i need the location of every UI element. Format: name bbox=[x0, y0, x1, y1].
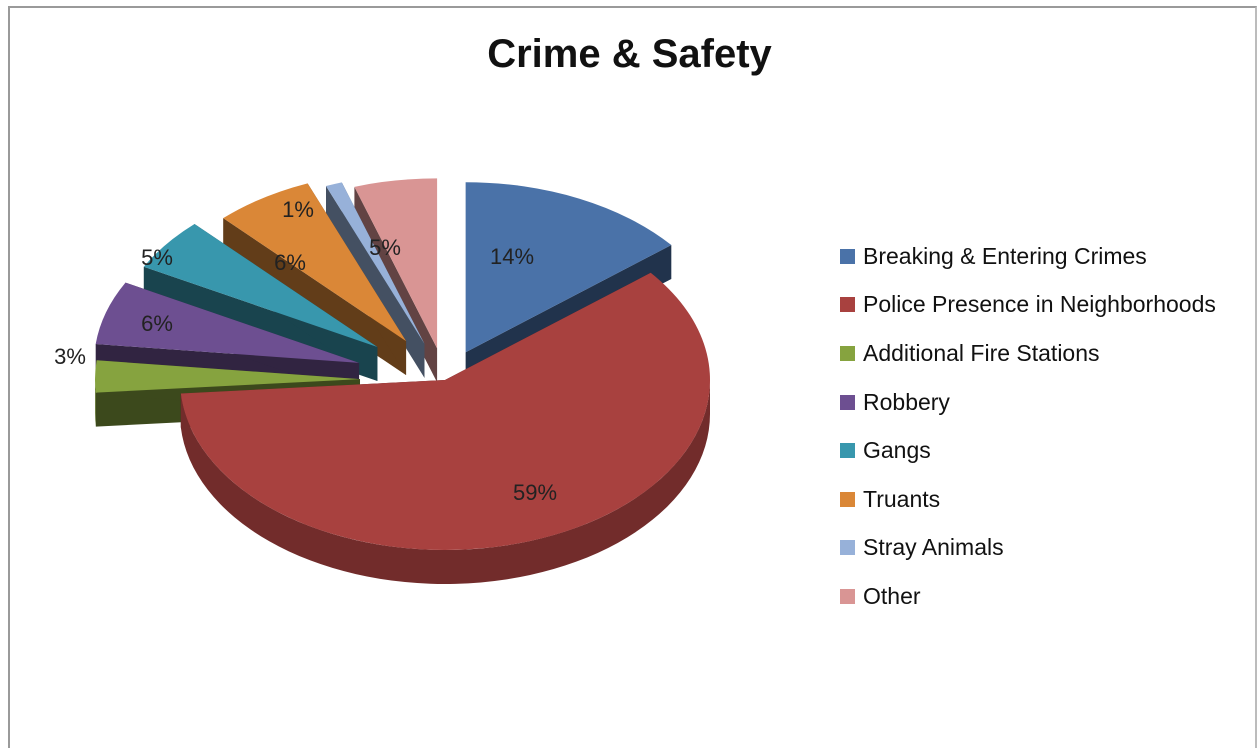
legend-swatch bbox=[840, 540, 855, 556]
legend-swatch bbox=[840, 443, 855, 459]
legend-item-other: Other bbox=[840, 572, 1216, 621]
legend-item-truants: Truants bbox=[840, 475, 1216, 524]
legend-swatch bbox=[840, 345, 855, 361]
data-label-gangs: 5% bbox=[141, 245, 173, 270]
legend-swatch bbox=[840, 248, 855, 264]
legend-label: Other bbox=[863, 582, 921, 609]
data-label-robbery: 6% bbox=[141, 311, 173, 336]
legend-label: Additional Fire Stations bbox=[863, 339, 1100, 366]
data-label-police-presence-in-neighborhoods: 59% bbox=[513, 480, 557, 505]
legend-item-additional-fire-stations: Additional Fire Stations bbox=[840, 329, 1216, 378]
data-label-breaking-and-entering-crimes: 14% bbox=[490, 244, 534, 269]
legend-label: Gangs bbox=[863, 437, 931, 464]
legend-swatch bbox=[840, 588, 855, 604]
legend-label: Stray Animals bbox=[863, 534, 1004, 561]
legend-item-breaking-and-entering-crimes: Breaking & Entering Crimes bbox=[840, 232, 1216, 281]
data-label-truants: 6% bbox=[274, 250, 306, 275]
legend-label: Breaking & Entering Crimes bbox=[863, 242, 1147, 269]
legend-swatch bbox=[840, 491, 855, 507]
legend-label: Truants bbox=[863, 485, 941, 512]
legend-item-stray-animals: Stray Animals bbox=[840, 524, 1216, 573]
chart-legend: Breaking & Entering Crimes Police Presenc… bbox=[840, 232, 1216, 621]
legend-swatch bbox=[840, 394, 855, 410]
data-label-other: 5% bbox=[369, 235, 401, 260]
legend-swatch bbox=[840, 297, 855, 313]
chart-title: Crime & Safety bbox=[487, 32, 772, 76]
data-label-stray-animals: 1% bbox=[282, 197, 314, 222]
pie-slice-police-presence-in-neighborhoods bbox=[180, 272, 710, 584]
legend-item-police-presence-in-neighborhoods: Police Presence in Neighborhoods bbox=[840, 281, 1216, 330]
legend-label: Robbery bbox=[863, 388, 950, 415]
pie-slice-stray-animals bbox=[325, 182, 425, 378]
legend-label: Police Presence in Neighborhoods bbox=[863, 291, 1216, 318]
legend-item-gangs: Gangs bbox=[840, 426, 1216, 475]
data-label-additional-fire-stations: 3% bbox=[54, 344, 86, 369]
legend-item-robbery: Robbery bbox=[840, 378, 1216, 427]
